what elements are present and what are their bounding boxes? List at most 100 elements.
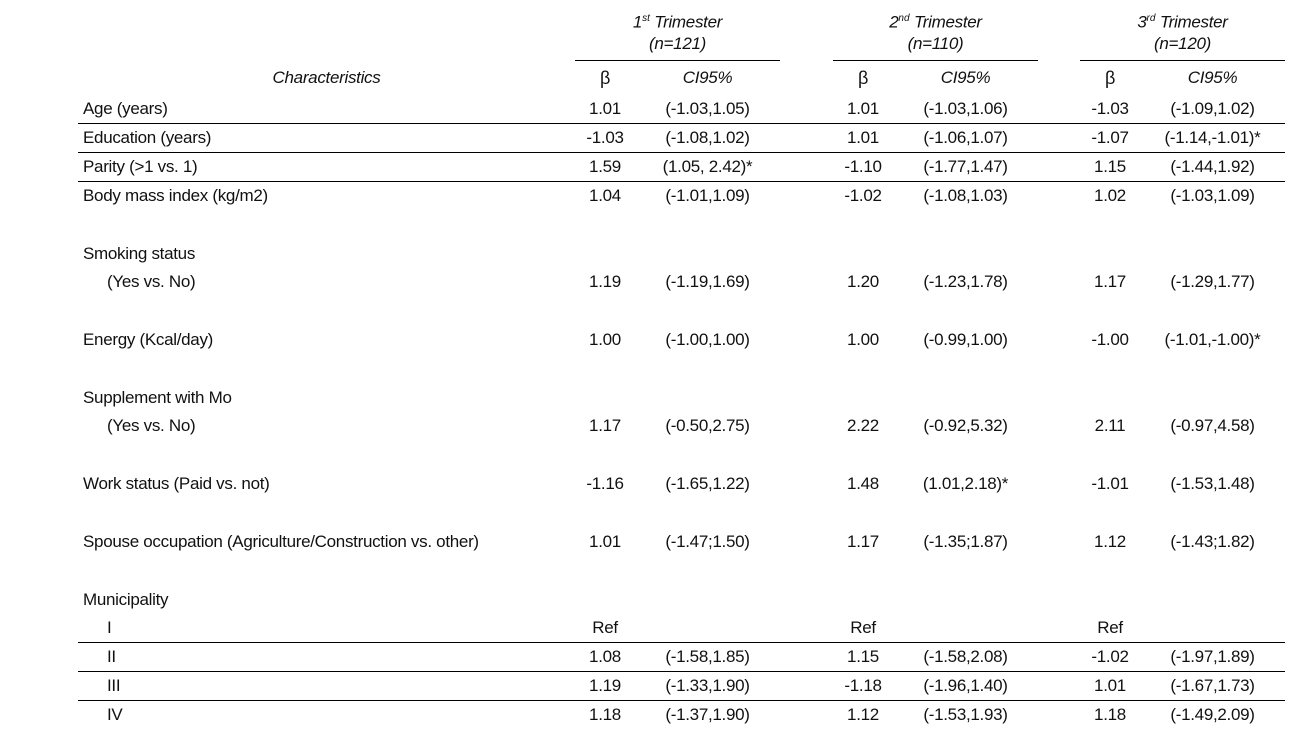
beta-value: 1.17 — [589, 416, 621, 435]
ci-value: (-1.23,1.78) — [923, 272, 1008, 291]
beta-value: 1.15 — [833, 642, 893, 672]
ci-header-3: CI95% — [1187, 68, 1238, 87]
beta-value: -1.02 — [1080, 642, 1140, 672]
ci-value: (-0.97,4.58) — [1170, 416, 1255, 435]
ci-value — [635, 240, 780, 268]
trimester-3-title: 3rd Trimester — [1137, 12, 1228, 32]
characteristics-header: Characteristics — [272, 67, 381, 87]
beta-value: 1.18 — [589, 705, 621, 724]
beta-value: 1.18 — [1094, 705, 1126, 724]
column-gap — [1038, 528, 1080, 556]
characteristic-label: Work status (Paid vs. not) — [83, 474, 270, 493]
ci-value: (-0.50,2.75) — [665, 416, 750, 435]
column-gap — [1038, 268, 1080, 296]
beta-value — [833, 240, 893, 268]
beta-value: 1.48 — [847, 474, 879, 493]
ci-value: (-0.99,1.00) — [923, 330, 1008, 349]
spacer-row — [78, 556, 1285, 586]
beta-header-1: β — [599, 67, 611, 88]
beta-value: 1.12 — [847, 705, 879, 724]
ci-value — [1140, 586, 1285, 614]
column-gap — [780, 123, 833, 153]
column-gap — [780, 240, 833, 268]
ci-value: (-1.43;1.82) — [1170, 532, 1255, 551]
spacer-cell — [78, 556, 1285, 586]
coefficients-table: 1st Trimester (n=121) 2nd Trimester (n=1… — [78, 6, 1285, 729]
ci-value: (-1.97,1.89) — [1140, 642, 1285, 672]
beta-value: 1.17 — [1094, 272, 1126, 291]
beta-header-3: β — [1104, 67, 1116, 88]
column-gap — [780, 268, 833, 296]
beta-value — [1080, 384, 1140, 412]
beta-value — [575, 240, 635, 268]
ci-value: (-1.14,-1.01)* — [1140, 123, 1285, 153]
column-gap — [780, 412, 833, 440]
table-row: II 1.08 (-1.58,1.85) 1.15 (-1.58,2.08) -1.02(… — [78, 642, 1285, 672]
beta-value — [575, 586, 635, 614]
beta-value: -1.00 — [1091, 330, 1129, 349]
ci-value — [635, 586, 780, 614]
ci-value: (-0.92,5.32) — [923, 416, 1008, 435]
ci-value: (-1.53,1.48) — [1170, 474, 1255, 493]
ci-value: (-1.37,1.90) — [665, 705, 750, 724]
ci-value: (-1.08,1.03) — [923, 186, 1008, 205]
column-gap — [780, 61, 833, 96]
column-gap — [1038, 123, 1080, 153]
beta-value: 2.22 — [847, 416, 879, 435]
beta-value — [575, 384, 635, 412]
spacer-row — [78, 296, 1285, 326]
trimester-2-title: 2nd Trimester — [889, 12, 982, 32]
column-gap — [1038, 614, 1080, 643]
ci-value: (-1.01,1.09) — [665, 186, 750, 205]
characteristic-label: II — [78, 642, 575, 672]
beta-value: 1.08 — [575, 642, 635, 672]
ci-value: (-1.96,1.40) — [893, 671, 1038, 701]
beta-value — [1080, 240, 1140, 268]
column-gap — [780, 95, 833, 124]
beta-value: 1.17 — [847, 532, 879, 551]
ordinal-superscript: rd — [1146, 13, 1156, 24]
group-header-row: 1st Trimester (n=121) 2nd Trimester (n=1… — [78, 6, 1285, 61]
column-gap — [1038, 182, 1080, 211]
characteristic-label: Body mass index (kg/m2) — [83, 186, 268, 205]
characteristic-label: (Yes vs. No) — [107, 272, 196, 291]
trimester-1-title: 1st Trimester — [632, 12, 723, 32]
beta-value — [833, 586, 893, 614]
column-gap — [780, 470, 833, 498]
table-row: Municipality — [78, 586, 1285, 614]
beta-value: -1.03 — [575, 123, 635, 153]
trimester-1-header: 1st Trimester (n=121) — [575, 6, 780, 61]
ci-value: (-1.03,1.05) — [635, 95, 780, 124]
trimester-2-n: (n=110) — [907, 33, 964, 53]
ci-value — [1140, 614, 1285, 643]
characteristic-label: Smoking status — [83, 244, 196, 263]
ci-value — [635, 384, 780, 412]
spacer-cell — [78, 210, 1285, 240]
ci-value: (1.05, 2.42)* — [635, 152, 780, 182]
ci-value: (-1.06,1.07) — [893, 123, 1038, 153]
column-gap — [1038, 384, 1080, 412]
column-gap — [1038, 470, 1080, 498]
column-gap — [780, 6, 833, 61]
column-gap — [780, 528, 833, 556]
ordinal-superscript: nd — [898, 13, 910, 24]
column-gap — [1038, 61, 1080, 96]
beta-value: 1.15 — [1080, 152, 1140, 182]
spacer-row — [78, 498, 1285, 528]
table-body: Age (years) 1.01 (-1.03,1.05) 1.01 (-1.03,1.… — [78, 95, 1285, 729]
column-gap — [1038, 642, 1080, 672]
table-row: Supplement with Mo — [78, 384, 1285, 412]
beta-value: 1.01 — [833, 123, 893, 153]
ci-value: (-1.19,1.69) — [665, 272, 750, 291]
column-gap — [780, 384, 833, 412]
characteristic-label: Supplement with Mo — [83, 388, 232, 407]
ci-value: (-1.35;1.87) — [923, 532, 1008, 551]
ci-value: (-1.77,1.47) — [893, 152, 1038, 182]
beta-value — [1080, 586, 1140, 614]
beta-value: 1.59 — [575, 152, 635, 182]
beta-value: 1.00 — [847, 330, 879, 349]
table-row: Work status (Paid vs. not) -1.16 (-1.65,1.… — [78, 470, 1285, 498]
trimester-3-n: (n=120) — [1154, 33, 1211, 53]
ordinal-superscript: st — [642, 13, 650, 24]
table-row: Body mass index (kg/m2) 1.04 (-1.01,1.09) -… — [78, 182, 1285, 211]
